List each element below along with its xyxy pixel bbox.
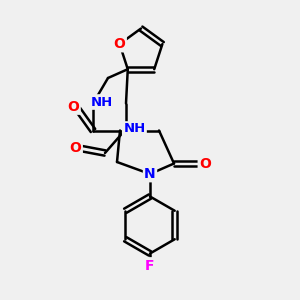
Text: O: O (68, 100, 80, 113)
Text: N: N (144, 167, 156, 181)
Text: O: O (199, 157, 211, 170)
Text: O: O (70, 142, 82, 155)
Text: F: F (145, 259, 155, 272)
Text: NH: NH (123, 122, 146, 136)
Text: NH: NH (91, 95, 113, 109)
Text: O: O (114, 37, 125, 51)
